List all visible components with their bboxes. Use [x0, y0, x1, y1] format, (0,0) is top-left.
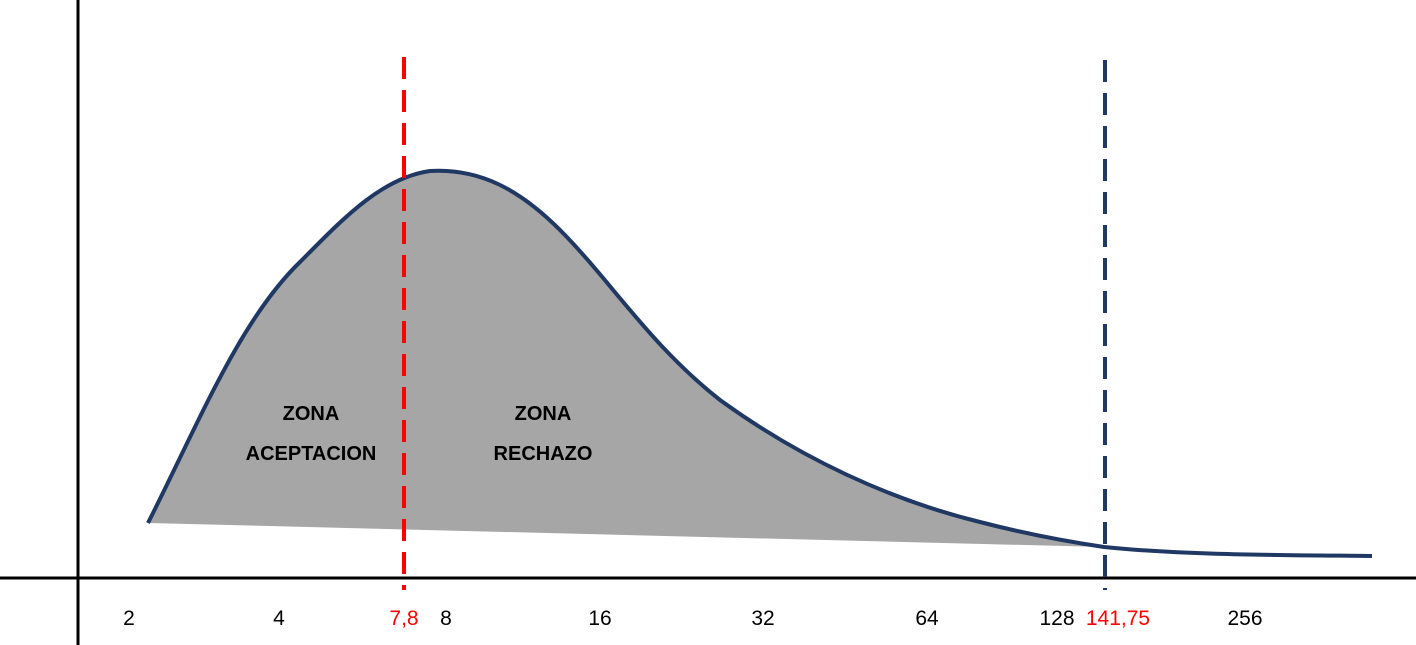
- tick-label: 64: [915, 607, 939, 630]
- tick-label: 32: [751, 607, 774, 630]
- tick-label: 4: [273, 607, 285, 630]
- observed-value-label: 141,75: [1086, 607, 1150, 630]
- critical-value-label: 7,8: [389, 607, 418, 630]
- tick-label: 256: [1227, 607, 1262, 630]
- tick-label: 128: [1039, 607, 1074, 630]
- acceptance-zone-label-line1: ZONA: [283, 403, 340, 425]
- rejection-zone-label-line2: RECHAZO: [494, 443, 593, 465]
- tick-label: 8: [440, 607, 452, 630]
- rejection-zone-label-line1: ZONA: [515, 403, 572, 425]
- tick-label: 2: [123, 607, 135, 630]
- shaded-area: [148, 170, 1104, 548]
- x-tick-labels: 2 4 8 16 32 64 128 256: [123, 607, 1262, 630]
- density-curve: [146, 168, 1373, 558]
- tick-label: 16: [588, 607, 611, 630]
- acceptance-zone-label-line2: ACEPTACION: [246, 443, 377, 465]
